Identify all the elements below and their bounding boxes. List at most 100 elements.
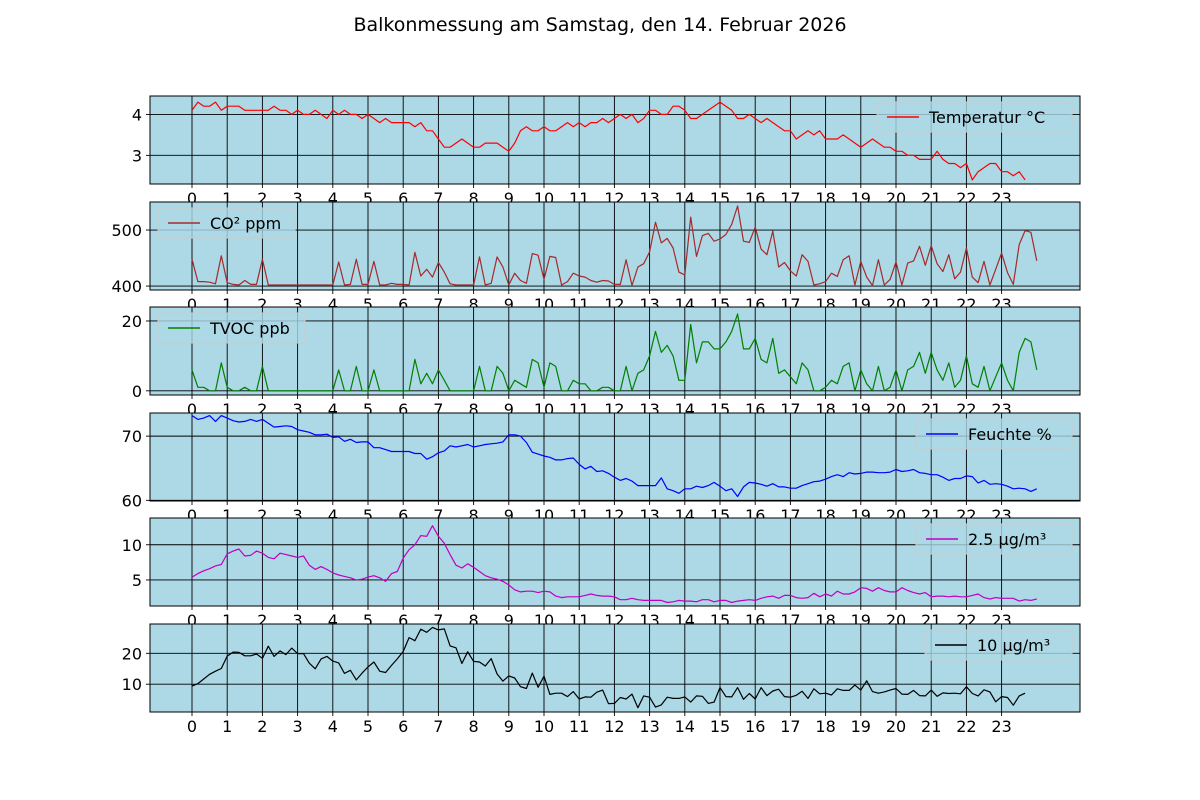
- x-tick-label: 3: [293, 189, 303, 208]
- x-tick-label: 8: [469, 189, 479, 208]
- y-tick-label: 5: [132, 571, 142, 590]
- y-tick-label: 4: [132, 105, 142, 124]
- plot-frame: [149, 201, 1081, 291]
- x-tick-label: 7: [433, 717, 443, 736]
- series-line: [191, 101, 1026, 181]
- x-tick-label: 5: [363, 400, 373, 419]
- subplot-3: 0 1 2 3 4 5 6 7 8 9 10 11 12 13 14 15 16 17 18 19 20 21 22 2302…: [122, 306, 1081, 419]
- legend-box: [924, 629, 1073, 661]
- legend-box: [157, 207, 296, 239]
- x-tick-label: 1: [222, 400, 232, 419]
- plot-frame: [149, 306, 1081, 396]
- legend-label: Feuchte %: [968, 425, 1052, 444]
- x-tick-label: 0: [187, 506, 197, 525]
- x-tick-label: 5: [363, 717, 373, 736]
- legend: Feuchte %: [915, 418, 1073, 450]
- y-tick-label: 400: [111, 277, 142, 296]
- x-tick-label: 12: [604, 717, 624, 736]
- x-tick-label: 15: [710, 717, 730, 736]
- x-tick-label: 4: [328, 189, 338, 208]
- x-tick-label: 2: [257, 506, 267, 525]
- x-tick-label: 8: [469, 295, 479, 314]
- x-tick-label: 3: [293, 611, 303, 630]
- x-tick-label: 22: [956, 717, 976, 736]
- x-tick-label: 2: [257, 189, 267, 208]
- x-tick-label: 3: [293, 717, 303, 736]
- x-tick-label: 1: [222, 611, 232, 630]
- x-tick-label: 4: [328, 295, 338, 314]
- series-line: [191, 525, 1037, 604]
- y-tick-label: 0: [132, 382, 142, 401]
- x-tick-label: 9: [504, 611, 514, 630]
- legend-label: TVOC ppb: [209, 319, 290, 338]
- x-tick-label: 6: [398, 611, 408, 630]
- x-tick-label: 18: [815, 717, 835, 736]
- legend-box: [915, 418, 1073, 450]
- x-tick-label: 10: [534, 717, 554, 736]
- x-tick-label: 7: [433, 506, 443, 525]
- x-tick-label: 3: [293, 400, 303, 419]
- plot-area: [150, 202, 1080, 290]
- y-tick-label: 500: [111, 221, 142, 240]
- x-tick-label: 0: [187, 611, 197, 630]
- y-tick-label: 60: [122, 491, 142, 510]
- x-tick-label: 8: [469, 506, 479, 525]
- y-tick-label: 10: [122, 536, 142, 555]
- legend-label: 10 µg/m³: [977, 636, 1050, 655]
- x-tick-label: 14: [675, 717, 695, 736]
- x-tick-label: 6: [398, 717, 408, 736]
- subplot-6: 0 1 2 3 4 5 6 7 8 9 10 11 12 13 14 15 16 17 18 19 20 21 22 2310…: [122, 623, 1081, 736]
- x-tick-label: 9: [504, 189, 514, 208]
- y-tick-label: 20: [122, 644, 142, 663]
- plot-frame: [149, 517, 1081, 607]
- y-tick-label: 3: [132, 146, 142, 165]
- legend: TVOC ppb: [157, 312, 306, 344]
- plot-frame: [149, 95, 1081, 185]
- x-tick-label: 7: [433, 611, 443, 630]
- x-tick-label: 4: [328, 506, 338, 525]
- x-tick-label: 5: [363, 611, 373, 630]
- x-tick-label: 7: [433, 295, 443, 314]
- x-tick-label: 0: [187, 717, 197, 736]
- legend: 2.5 µg/m³: [915, 523, 1073, 555]
- x-tick-label: 13: [639, 717, 659, 736]
- y-tick-label: 20: [122, 312, 142, 331]
- x-tick-label: 7: [433, 400, 443, 419]
- series-line: [191, 626, 1026, 709]
- x-tick-label: 6: [398, 506, 408, 525]
- x-tick-label: 3: [293, 295, 303, 314]
- legend-label: 2.5 µg/m³: [968, 530, 1046, 549]
- x-tick-label: 2: [257, 611, 267, 630]
- x-tick-label: 8: [469, 717, 479, 736]
- x-tick-label: 20: [886, 717, 906, 736]
- figure-title: Balkonmessung am Samstag, den 14. Februa…: [353, 14, 846, 36]
- x-tick-label: 3: [293, 506, 303, 525]
- legend-box: [157, 312, 306, 344]
- x-tick-label: 5: [363, 295, 373, 314]
- x-tick-label: 1: [222, 295, 232, 314]
- x-tick-label: 2: [257, 400, 267, 419]
- legend: 10 µg/m³: [924, 629, 1073, 661]
- x-tick-label: 16: [745, 717, 765, 736]
- legend-box: [876, 101, 1073, 133]
- x-tick-label: 9: [504, 400, 514, 419]
- x-tick-label: 5: [363, 506, 373, 525]
- x-tick-label: 9: [504, 717, 514, 736]
- legend-label: Temperatur °C: [928, 108, 1045, 127]
- x-tick-label: 23: [991, 717, 1011, 736]
- x-tick-label: 5: [363, 189, 373, 208]
- x-tick-label: 2: [257, 295, 267, 314]
- series-line: [191, 415, 1038, 498]
- x-tick-label: 19: [851, 717, 871, 736]
- y-tick-label: 70: [122, 427, 142, 446]
- x-tick-label: 9: [504, 506, 514, 525]
- x-tick-label: 6: [398, 295, 408, 314]
- x-tick-label: 17: [780, 717, 800, 736]
- x-tick-label: 4: [328, 400, 338, 419]
- subplot-4: 0 1 2 3 4 5 6 7 8 9 10 11 12 13 14 15 16 17 18 19 20 21 22 2360…: [122, 412, 1081, 525]
- plot-frame: [149, 623, 1081, 713]
- subplot-5: 0 1 2 3 4 5 6 7 8 9 10 11 12 13 14 15 16 17 18 19 20 21 22 2351…: [122, 517, 1081, 630]
- x-tick-label: 0: [187, 400, 197, 419]
- series-line: [191, 313, 1038, 392]
